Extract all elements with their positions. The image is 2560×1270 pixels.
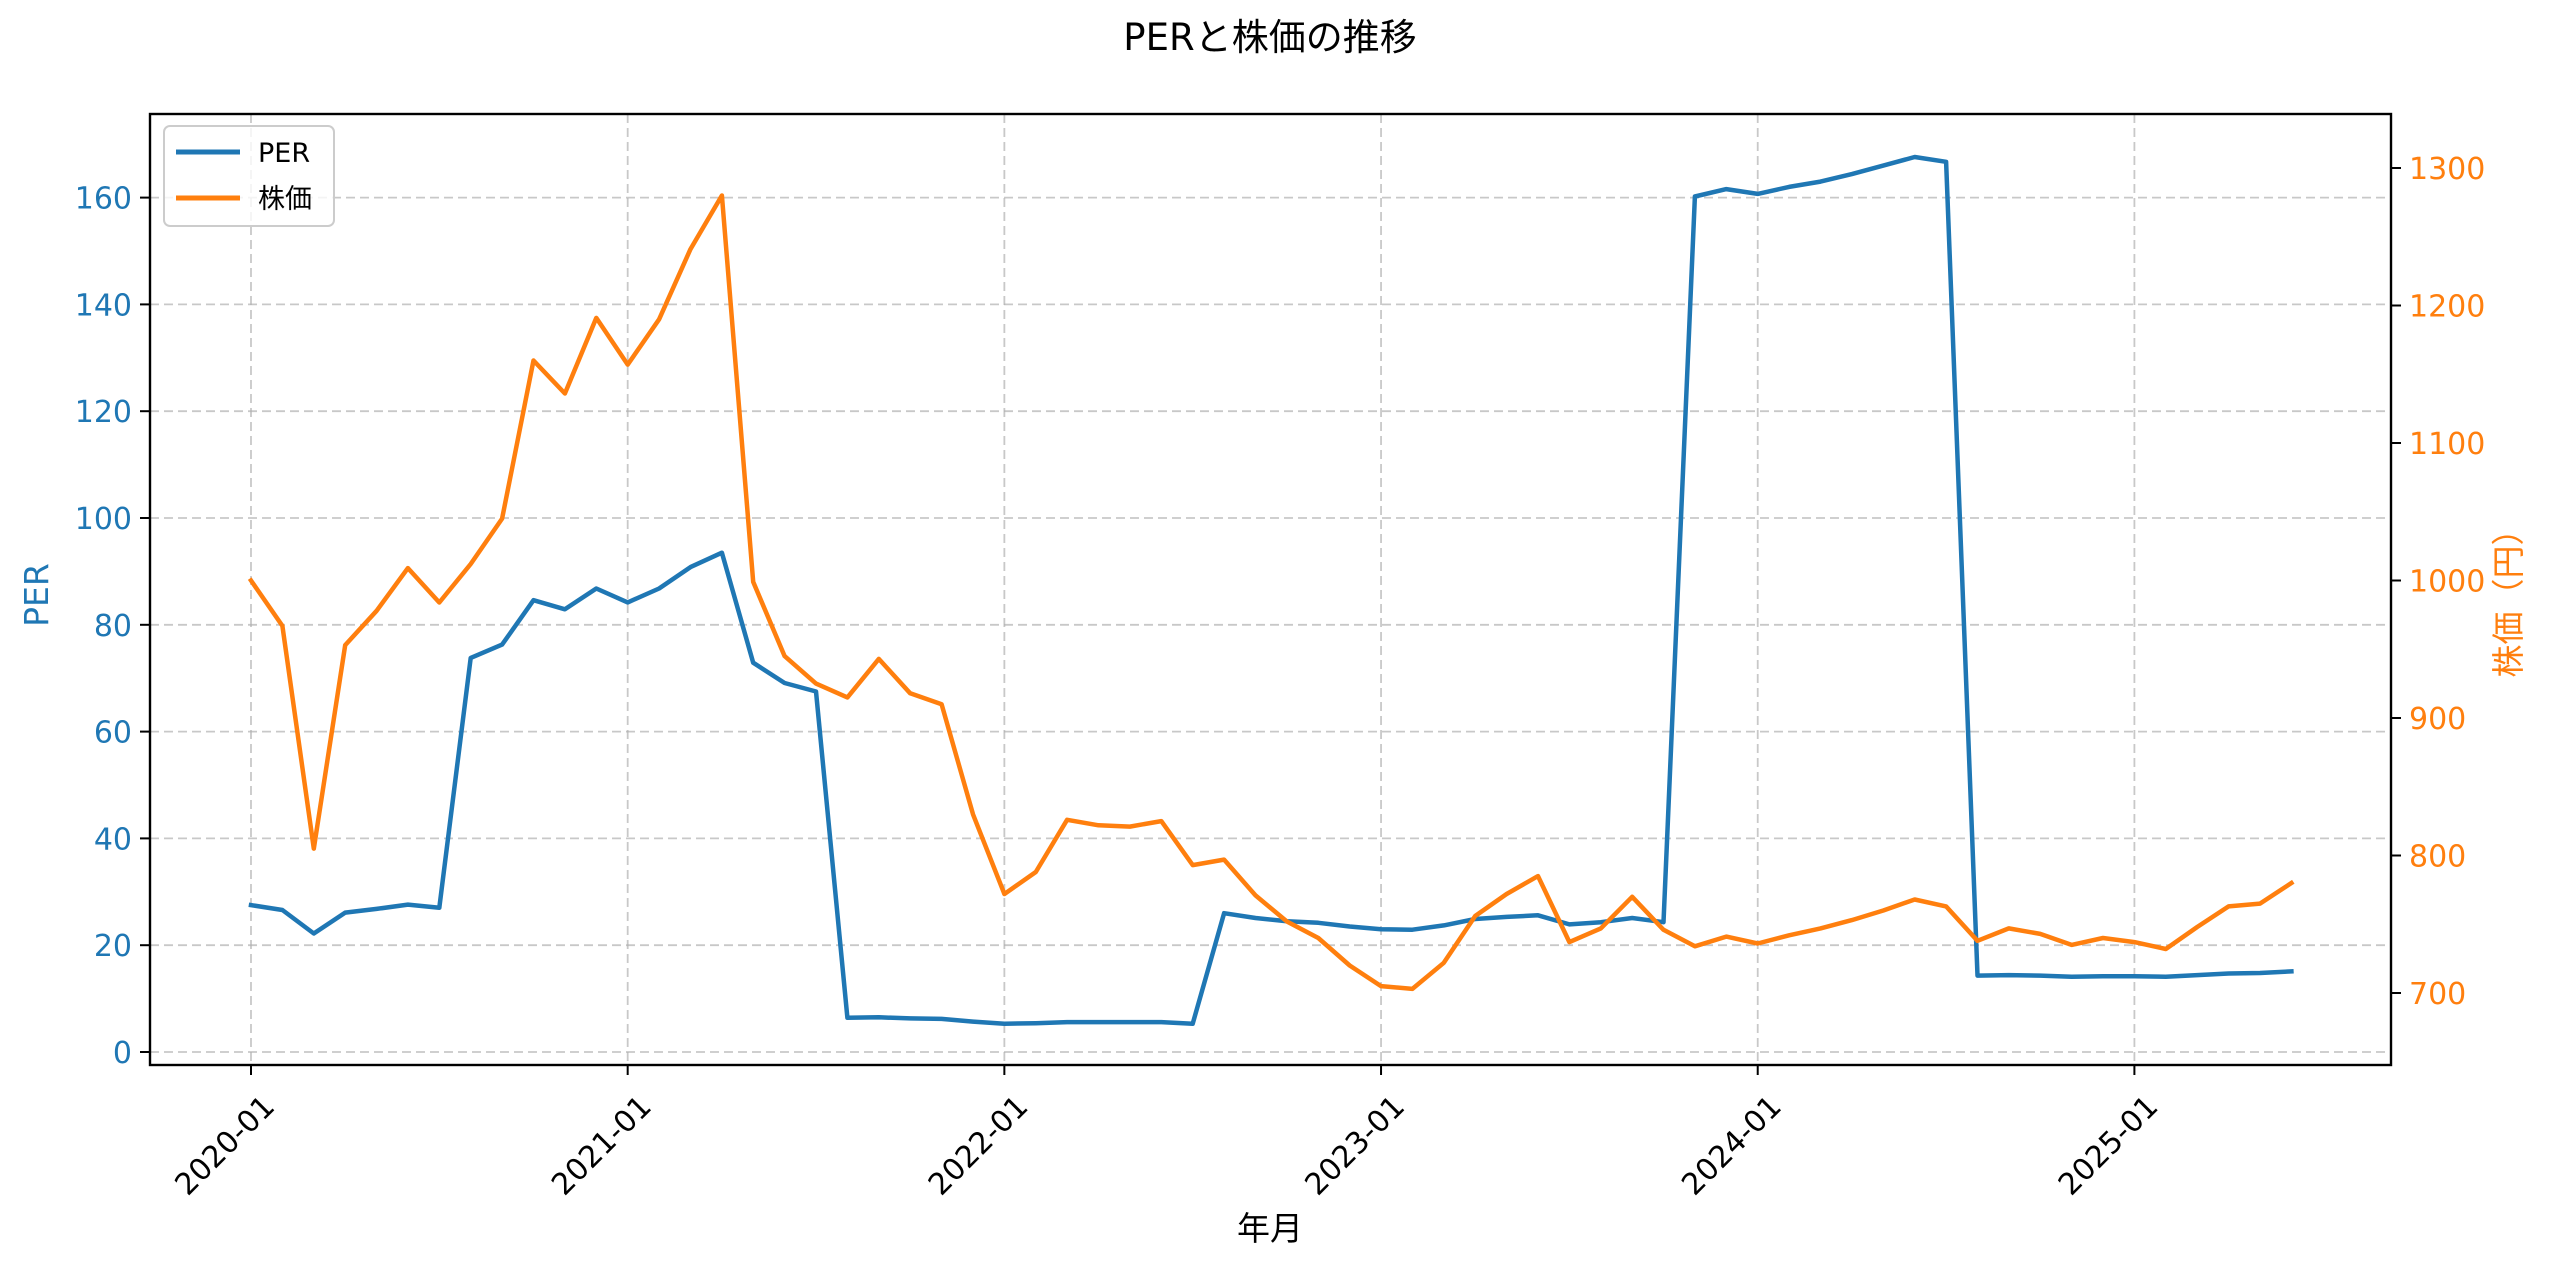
grid-lines bbox=[150, 114, 2391, 1065]
left-tick-label: 100 bbox=[75, 502, 132, 537]
x-tick-label: 2022-01 bbox=[922, 1089, 1035, 1202]
plot-frame bbox=[148, 112, 2393, 1067]
left-tick-label: 60 bbox=[94, 716, 132, 751]
left-tick-label: 120 bbox=[75, 395, 132, 430]
left-tick-label: 40 bbox=[94, 822, 132, 857]
right-tick-label: 900 bbox=[2409, 702, 2466, 737]
left-tick-label: 140 bbox=[75, 288, 132, 323]
x-tick-label: 2025-01 bbox=[2052, 1089, 2165, 1202]
x-tick-label: 2020-01 bbox=[169, 1089, 282, 1202]
x-tick-label: 2021-01 bbox=[545, 1089, 658, 1202]
left-tick-label: 160 bbox=[75, 182, 132, 217]
right-tick-label: 1000 bbox=[2409, 565, 2485, 600]
right-tick-label: 1300 bbox=[2409, 152, 2485, 187]
left-y-axis: 0 20 40 60 80 100 120 140 160 bbox=[75, 182, 150, 1071]
x-tick-label: 2024-01 bbox=[1675, 1089, 1788, 1202]
left-tick-label: 20 bbox=[94, 929, 132, 964]
right-tick-label: 700 bbox=[2409, 977, 2466, 1012]
left-tick-label: 0 bbox=[113, 1036, 132, 1071]
x-axis-label: 年月 bbox=[1237, 1209, 1303, 1248]
right-tick-label: 1100 bbox=[2409, 427, 2485, 462]
price-line bbox=[247, 193, 2295, 992]
right-tick-label: 1200 bbox=[2409, 290, 2485, 325]
left-axis-label: PER bbox=[17, 563, 56, 627]
chart-title: PERと株価の推移 bbox=[1123, 16, 1416, 59]
left-tick-label: 80 bbox=[94, 609, 132, 644]
legend: PER 株価 bbox=[163, 125, 335, 227]
legend-per-label: PER bbox=[258, 138, 310, 169]
x-axis: 2020-01 2021-01 2022-01 2023-01 2024-01 2025-… bbox=[169, 1065, 2165, 1203]
right-tick-label: 800 bbox=[2409, 840, 2466, 875]
legend-price-label: 株価 bbox=[258, 184, 312, 215]
plot-series bbox=[247, 154, 2295, 1026]
right-y-axis: 700 800 900 1000 1100 1200 1300 bbox=[2391, 152, 2485, 1012]
x-tick-label: 2023-01 bbox=[1299, 1089, 1412, 1202]
right-axis-label: 株価（円） bbox=[2489, 513, 2528, 678]
per-line bbox=[248, 154, 2294, 1026]
